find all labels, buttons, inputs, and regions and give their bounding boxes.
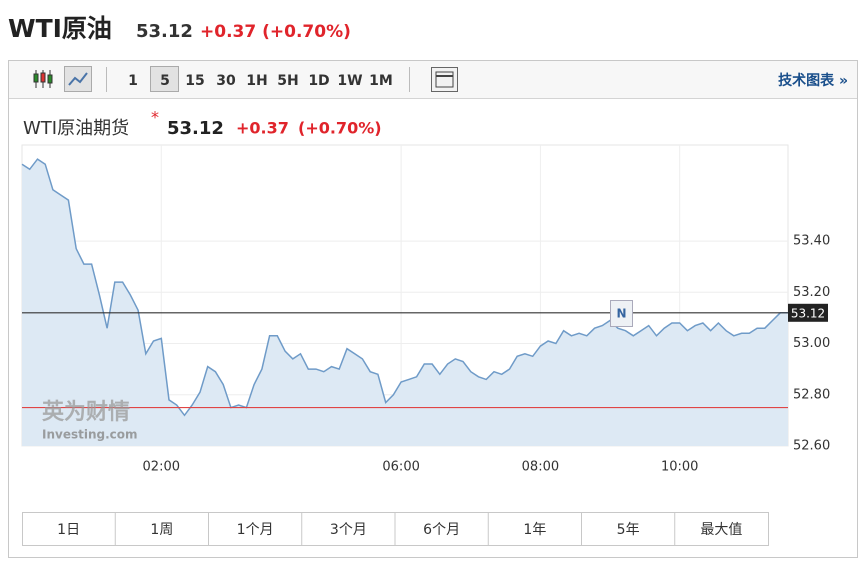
candle-icon[interactable]	[33, 70, 53, 88]
chart-change: +0.37	[236, 119, 289, 138]
annotation-flag[interactable]: N	[610, 300, 633, 327]
line-icon-button[interactable]	[64, 66, 92, 92]
last-price-box	[788, 303, 828, 322]
page-title: WTI原油	[8, 14, 112, 43]
area-fill	[22, 159, 788, 446]
header-price: 53.12	[136, 21, 193, 42]
y-tick-label: 53.40	[793, 234, 830, 249]
interval-button[interactable]: 15	[185, 73, 204, 89]
table-icon[interactable]	[431, 67, 458, 92]
interval-button[interactable]: 1	[128, 73, 138, 89]
interval-selected	[150, 66, 179, 92]
range-buttons: 1日 1周 1个月 3个月 6个月 1年 5年 最大值	[22, 512, 769, 546]
y-tick-label: 52.80	[793, 387, 830, 402]
x-tick-label: 02:00	[143, 460, 180, 475]
line-icon	[68, 72, 88, 86]
x-tick-label: 06:00	[382, 460, 419, 475]
range-button[interactable]: 最大值	[700, 522, 742, 538]
interval-button[interactable]: 5	[160, 73, 170, 89]
annotation-text: N	[616, 307, 626, 321]
interval-button[interactable]: 1M	[369, 73, 393, 89]
x-tick-label: 10:00	[661, 460, 698, 475]
range-button[interactable]: 1个月	[237, 522, 274, 538]
price-line	[21, 158, 788, 417]
chart-price: 53.12	[167, 118, 224, 139]
interval-button[interactable]: 1H	[246, 73, 267, 89]
range-button[interactable]: 1年	[523, 522, 546, 538]
interval-button[interactable]: 1D	[308, 73, 329, 89]
range-button[interactable]: 3个月	[330, 522, 367, 538]
header-change: +0.37 (+0.70%)	[200, 22, 351, 42]
y-tick-label: 53.20	[793, 285, 830, 300]
chart-title: WTI原油期货	[23, 118, 129, 139]
interval-button[interactable]: 5H	[277, 73, 298, 89]
interval-button[interactable]: 30	[216, 73, 236, 89]
range-button[interactable]: 1日	[57, 522, 80, 538]
technical-chart-link[interactable]: 技术图表 »	[778, 72, 848, 89]
watermark-brand: 英为财情	[42, 399, 130, 425]
y-tick-label: 53.00	[793, 336, 830, 351]
range-button[interactable]: 6个月	[423, 522, 460, 538]
range-button[interactable]: 1周	[150, 522, 173, 538]
star: *	[151, 108, 159, 127]
range-button[interactable]: 5年	[617, 522, 640, 538]
x-tick-label: 08:00	[522, 460, 559, 475]
last-price-label: 53.12	[791, 306, 825, 320]
y-tick-label: 52.60	[793, 439, 830, 454]
watermark-site: Investing.com	[42, 428, 138, 442]
interval-button[interactable]: 1W	[337, 73, 362, 89]
chart-change-percent: (+0.70%)	[298, 119, 382, 138]
plot: 52.60 52.80 53.00 53.20 53.40 02:00 06:00 08:00…	[21, 144, 830, 475]
